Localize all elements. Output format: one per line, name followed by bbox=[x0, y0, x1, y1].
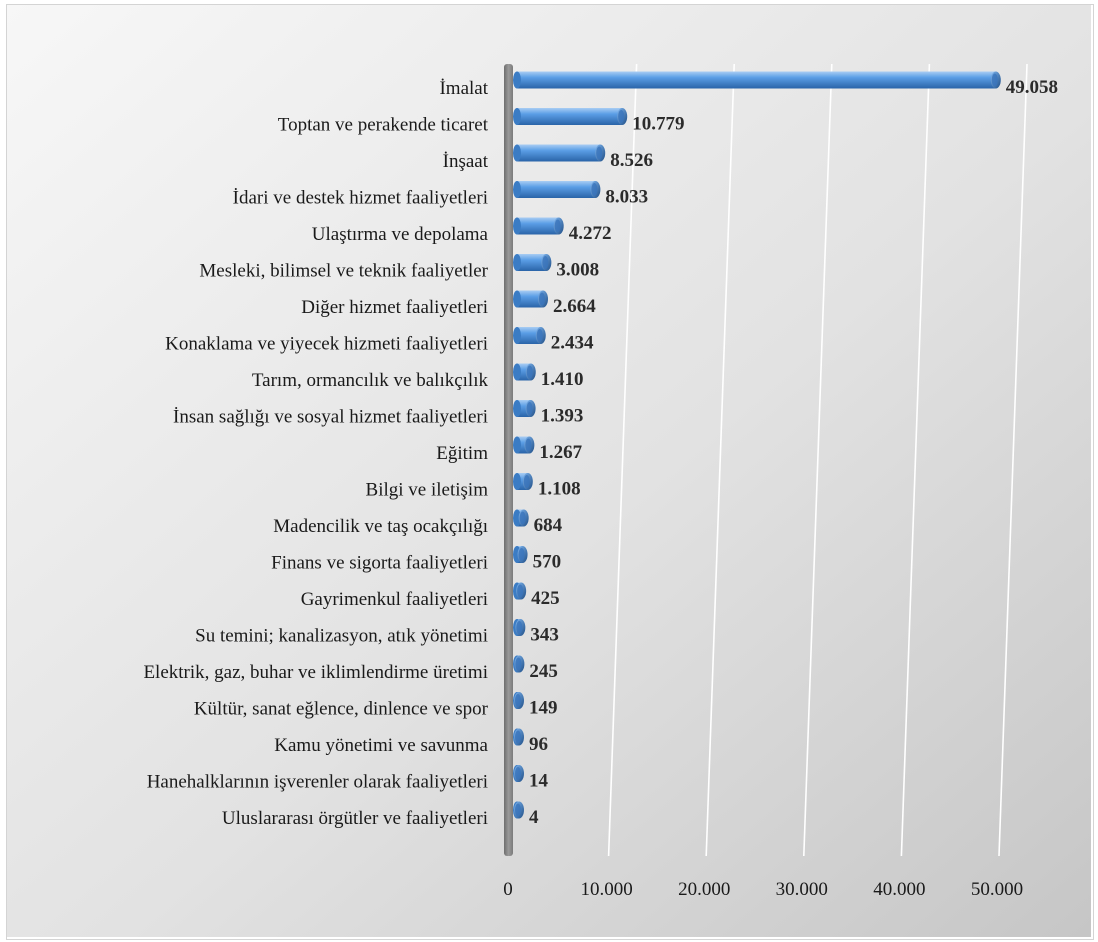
bar bbox=[513, 108, 628, 125]
category-label: İdari ve destek hizmet faaliyetleri bbox=[233, 188, 488, 209]
value-label: 1.393 bbox=[541, 406, 584, 427]
value-label: 570 bbox=[533, 552, 562, 573]
category-label: Kamu yönetimi ve savunma bbox=[274, 735, 488, 756]
bar bbox=[513, 400, 536, 417]
x-tick-label: 50.000 bbox=[971, 879, 1023, 900]
bar bbox=[513, 181, 601, 198]
category-label: Bilgi ve iletişim bbox=[366, 480, 489, 501]
category-label: İnsan sağlığı ve sosyal hizmet faaliyetl… bbox=[173, 407, 488, 428]
value-label: 1.410 bbox=[541, 369, 584, 390]
category-label: Elektrik, gaz, buhar ve iklimlendirme ür… bbox=[143, 662, 488, 683]
category-label: Finans ve sigorta faaliyetleri bbox=[271, 553, 488, 574]
bar bbox=[513, 473, 533, 490]
bar bbox=[513, 692, 524, 709]
value-label: 149 bbox=[529, 698, 558, 719]
category-label: Eğitim bbox=[436, 443, 488, 464]
value-label: 96 bbox=[529, 734, 548, 755]
bars bbox=[513, 71, 1001, 819]
x-tick-label: 30.000 bbox=[776, 879, 828, 900]
value-label: 4.272 bbox=[569, 223, 612, 244]
gridline bbox=[705, 63, 735, 857]
value-label: 8.526 bbox=[610, 150, 653, 171]
bar bbox=[513, 71, 1001, 89]
category-label: Diğer hizmet faaliyetleri bbox=[301, 297, 488, 318]
bar bbox=[513, 619, 526, 636]
bar bbox=[513, 509, 529, 527]
bar bbox=[513, 254, 552, 271]
bar bbox=[513, 363, 536, 381]
value-label: 245 bbox=[529, 661, 558, 682]
x-tick-label: 40.000 bbox=[873, 879, 925, 900]
value-label: 684 bbox=[534, 515, 563, 536]
value-label: 1.267 bbox=[539, 442, 582, 463]
gridline bbox=[900, 63, 931, 857]
bar bbox=[513, 546, 528, 563]
category-label: İnşaat bbox=[443, 151, 489, 172]
bar bbox=[513, 436, 535, 454]
value-label: 343 bbox=[530, 625, 559, 646]
category-label: Ulaştırma ve depolama bbox=[312, 224, 489, 245]
category-label: İmalat bbox=[439, 78, 488, 99]
x-tick-label: 20.000 bbox=[678, 879, 730, 900]
bar bbox=[513, 801, 524, 819]
bar bbox=[513, 582, 527, 600]
bar bbox=[513, 290, 549, 308]
bar bbox=[513, 327, 546, 344]
value-label: 14 bbox=[529, 771, 549, 792]
value-label: 1.108 bbox=[538, 479, 581, 500]
category-label: Uluslararası örgütler ve faaliyetleri bbox=[222, 808, 488, 829]
gridline bbox=[607, 63, 638, 857]
value-label: 4 bbox=[529, 807, 539, 828]
chart-frame bbox=[6, 4, 1094, 940]
category-label: Toptan ve perakende ticaret bbox=[278, 115, 489, 136]
x-tick-label: 10.000 bbox=[580, 879, 632, 900]
category-label: Mesleki, bilimsel ve teknik faaliyetler bbox=[199, 261, 488, 282]
category-label: Kültür, sanat eğlence, dinlence ve spor bbox=[194, 699, 489, 720]
x-tick-label: 0 bbox=[503, 879, 513, 900]
bar bbox=[513, 217, 564, 235]
value-label: 10.779 bbox=[632, 114, 684, 135]
value-label: 49.058 bbox=[1006, 77, 1058, 98]
category-labels: İmalat Toptan ve perakende ticaret İnşaat İ… bbox=[143, 78, 488, 829]
category-label: Su temini; kanalizasyon, atık yönetimi bbox=[195, 626, 488, 647]
bar bbox=[513, 728, 524, 746]
value-label: 425 bbox=[531, 588, 560, 609]
bar bbox=[513, 144, 606, 162]
value-label: 2.664 bbox=[553, 296, 596, 317]
value-label: 8.033 bbox=[605, 187, 648, 208]
bar bbox=[513, 655, 525, 673]
category-label: Madencilik ve taş ocakçılığı bbox=[273, 516, 488, 537]
gridlines bbox=[607, 63, 1028, 857]
gridline bbox=[803, 63, 833, 857]
category-label: Tarım, ormancılık ve balıkçılık bbox=[252, 370, 489, 391]
gridline bbox=[998, 63, 1028, 857]
value-label: 2.434 bbox=[551, 333, 594, 354]
category-label: Konaklama ve yiyecek hizmeti faaliyetler… bbox=[165, 334, 488, 355]
x-axis-ticks: 0 10.000 20.000 30.000 40.000 50.000 bbox=[503, 879, 1023, 900]
value-label: 3.008 bbox=[556, 260, 599, 281]
category-label: Gayrimenkul faaliyetleri bbox=[301, 589, 488, 610]
bar bbox=[513, 765, 524, 782]
value-labels: 49.058 10.779 8.526 8.033 4.272 3.008 2.664 2.4… bbox=[529, 77, 1058, 828]
axis-wall bbox=[504, 64, 513, 856]
category-label: Hanehalklarının işverenler olarak faaliy… bbox=[147, 772, 488, 793]
